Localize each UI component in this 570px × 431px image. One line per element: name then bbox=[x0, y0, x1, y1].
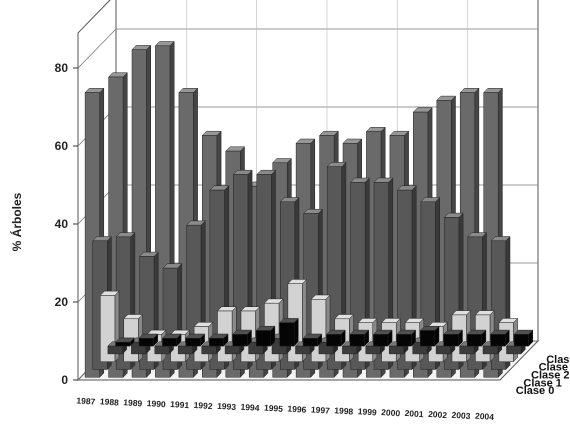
x-tick-label: 2000 bbox=[381, 407, 401, 418]
x-tick-label: 1993 bbox=[217, 401, 237, 412]
bar bbox=[208, 333, 229, 347]
y-tick-label: 0 bbox=[61, 373, 68, 387]
bar-front bbox=[107, 345, 123, 355]
x-tick-label: 1995 bbox=[264, 403, 284, 414]
x-tick-label: 1998 bbox=[334, 405, 354, 416]
bar-front bbox=[185, 338, 201, 347]
y-tick-label: 40 bbox=[55, 217, 69, 231]
y-tick-label: 60 bbox=[55, 139, 69, 153]
series-label: Clase 2 bbox=[531, 370, 570, 382]
x-tick-label: 1988 bbox=[100, 396, 120, 407]
bar-front bbox=[138, 338, 154, 347]
chart-bars bbox=[84, 40, 534, 378]
bar bbox=[325, 329, 346, 347]
bar-front bbox=[154, 345, 170, 355]
bar-front bbox=[162, 338, 178, 347]
bar bbox=[138, 333, 159, 347]
y-axis-label: % Árboles bbox=[9, 192, 24, 251]
bar bbox=[372, 329, 393, 347]
bar-front bbox=[302, 338, 318, 347]
bar-front bbox=[342, 345, 358, 355]
x-tick-label: 1997 bbox=[311, 404, 331, 415]
bar bbox=[255, 325, 276, 347]
x-tick-label: 1999 bbox=[358, 406, 378, 417]
bar-front bbox=[224, 345, 240, 355]
x-tick-label: 1987 bbox=[76, 395, 96, 406]
bar-front bbox=[396, 334, 412, 347]
bar-front bbox=[279, 322, 295, 347]
series-label: Clase 1 bbox=[523, 377, 562, 389]
bar-front bbox=[373, 334, 389, 347]
y-tick-label: 80 bbox=[55, 61, 69, 75]
bar-front bbox=[490, 334, 506, 347]
bar-front bbox=[443, 334, 459, 347]
bar-front bbox=[506, 345, 522, 355]
y-tick-label: 20 bbox=[55, 295, 69, 309]
bar bbox=[466, 329, 487, 347]
x-tick-label: 1996 bbox=[287, 403, 307, 414]
bar bbox=[490, 329, 510, 347]
bar-front bbox=[326, 334, 342, 347]
bar-front bbox=[388, 345, 405, 355]
bar-front bbox=[513, 334, 529, 347]
bar-front bbox=[459, 345, 475, 355]
bar-front bbox=[209, 338, 225, 347]
bar-front bbox=[482, 345, 498, 355]
bar-front bbox=[365, 345, 381, 355]
bar-front bbox=[295, 345, 311, 355]
bar bbox=[396, 329, 417, 347]
x-tick-label: 2002 bbox=[428, 409, 448, 420]
series-label: Clase 0 bbox=[516, 385, 555, 397]
x-tick-label: 1989 bbox=[123, 397, 143, 408]
series-label: Clase 3 bbox=[539, 362, 570, 374]
bar-front bbox=[420, 330, 436, 347]
bar bbox=[443, 329, 464, 347]
bar bbox=[349, 329, 370, 347]
bar bbox=[279, 317, 299, 347]
x-tick-label: 2001 bbox=[404, 408, 424, 419]
bar bbox=[302, 333, 323, 347]
bar-front bbox=[177, 345, 194, 355]
x-tick-label: 1994 bbox=[240, 402, 260, 413]
bar bbox=[419, 325, 440, 347]
bar-front bbox=[255, 330, 271, 347]
bar-front bbox=[201, 345, 217, 355]
bar-side bbox=[293, 317, 299, 347]
bar bbox=[185, 333, 206, 347]
bar bbox=[513, 329, 534, 347]
bar-front bbox=[435, 345, 451, 355]
x-tick-label: 1992 bbox=[193, 400, 213, 411]
bar bbox=[232, 329, 253, 347]
bar-front bbox=[115, 341, 131, 347]
bar-front bbox=[349, 334, 365, 347]
series-label: Clase 4 bbox=[546, 354, 570, 366]
x-tick-label: 1991 bbox=[170, 399, 190, 410]
bar-front bbox=[466, 334, 482, 347]
x-tick-label: 1990 bbox=[147, 398, 167, 409]
x-tick-label: 2003 bbox=[451, 410, 471, 421]
bar bbox=[161, 333, 182, 347]
bar bbox=[114, 337, 135, 347]
bar-front bbox=[232, 334, 248, 347]
x-tick-label: 2004 bbox=[475, 411, 495, 422]
